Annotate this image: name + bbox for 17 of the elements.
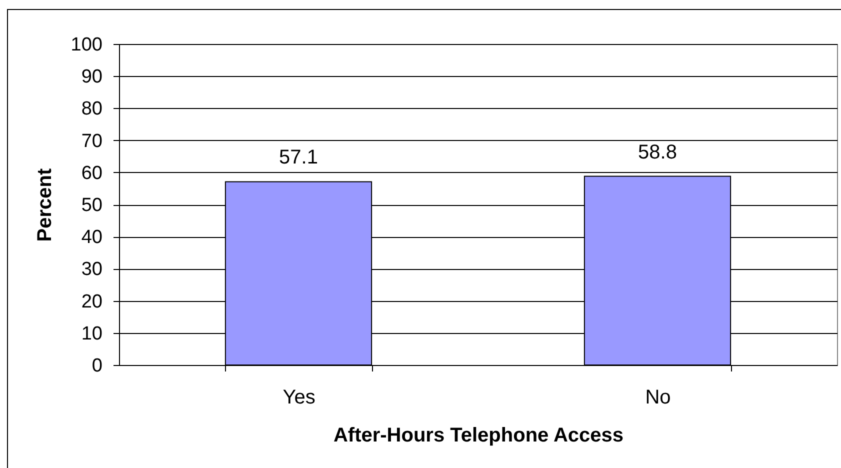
- y-tick-label: 60: [81, 162, 102, 184]
- y-tick-label: 40: [81, 227, 102, 248]
- data-label: 58.8: [638, 141, 677, 164]
- y-tick-label: 20: [81, 291, 102, 312]
- y-axis-title: Percent: [34, 168, 56, 242]
- y-tick-label: 30: [81, 259, 102, 280]
- x-axis-title: After-Hours Telephone Access: [333, 424, 624, 446]
- y-tick-label: 100: [70, 34, 102, 56]
- y-tick-label: 10: [81, 323, 102, 344]
- x-tick-label: Yes: [282, 386, 316, 408]
- x-tick-label: No: [645, 386, 671, 408]
- y-tick-label: 50: [81, 195, 102, 216]
- y-tick-label: 70: [81, 130, 102, 152]
- y-tick-label: 90: [81, 66, 102, 88]
- data-label: 57.1: [279, 146, 318, 169]
- y-tick-label: 0: [92, 356, 102, 376]
- y-tick-label: 80: [81, 98, 102, 120]
